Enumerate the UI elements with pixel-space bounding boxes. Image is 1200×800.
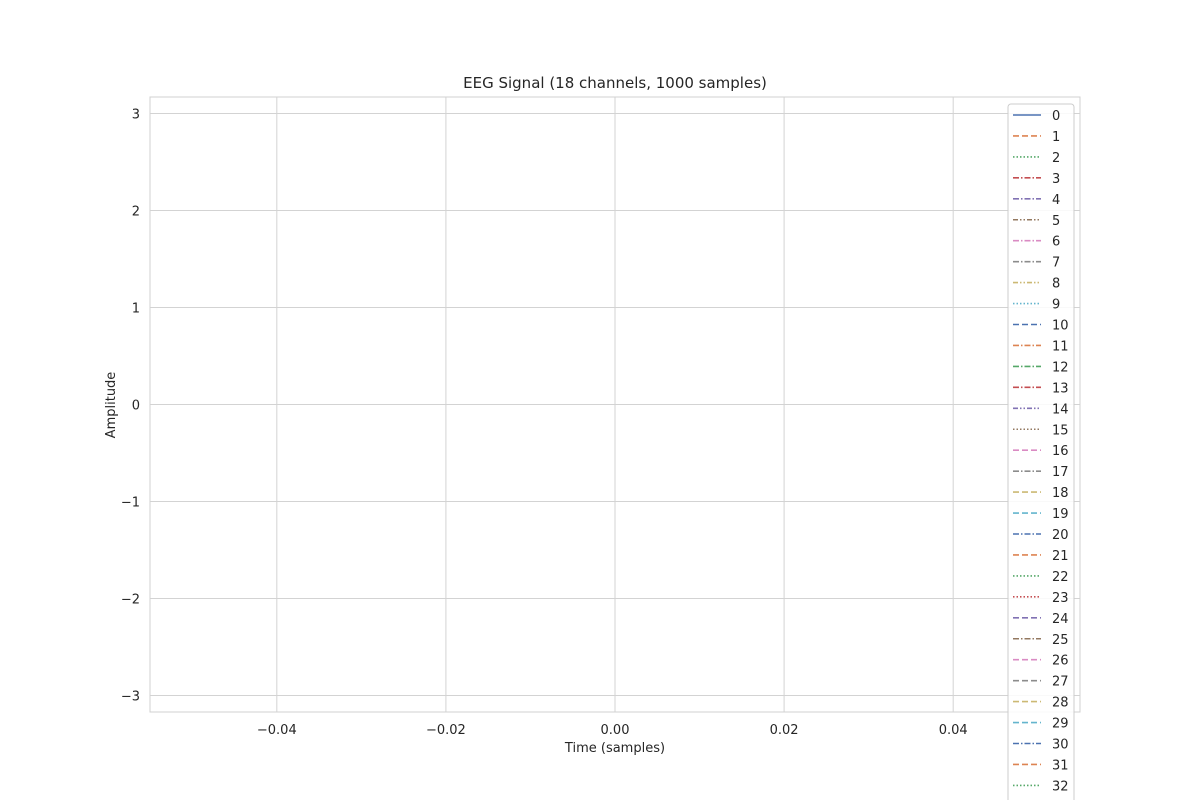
legend-item: 6 <box>1013 235 1060 250</box>
legend-label: 11 <box>1052 339 1069 354</box>
legend-label: 14 <box>1052 402 1069 417</box>
y-axis-label: Amplitude <box>104 372 119 439</box>
legend-label: 12 <box>1052 360 1069 375</box>
legend-item: 17 <box>1013 465 1069 480</box>
y-tick-label: 0 <box>132 399 140 414</box>
legend-item: 4 <box>1013 193 1060 208</box>
legend-item: 8 <box>1013 277 1060 292</box>
legend-label: 26 <box>1052 654 1069 669</box>
legend-label: 1 <box>1052 130 1060 145</box>
legend-label: 18 <box>1052 486 1069 501</box>
x-tick-label: 0.04 <box>939 723 968 738</box>
x-tick-label: −0.04 <box>257 723 297 738</box>
legend-item: 19 <box>1013 507 1069 522</box>
x-axis-label: Time (samples) <box>564 741 665 756</box>
legend-label: 21 <box>1052 549 1069 564</box>
legend-label: 2 <box>1052 151 1060 166</box>
legend-item: 1 <box>1013 130 1060 145</box>
legend-label: 4 <box>1052 193 1060 208</box>
x-tick-label: 0.02 <box>770 723 799 738</box>
legend-label: 5 <box>1052 214 1060 229</box>
legend-label: 3 <box>1052 172 1060 187</box>
legend-item: 29 <box>1013 717 1069 732</box>
legend-label: 7 <box>1052 256 1060 271</box>
legend-item: 9 <box>1013 298 1060 313</box>
x-tick-label: 0.00 <box>601 723 630 738</box>
legend-item: 21 <box>1013 549 1069 564</box>
legend-item: 30 <box>1013 738 1069 753</box>
legend-item: 18 <box>1013 486 1069 501</box>
legend-item: 12 <box>1013 360 1069 375</box>
legend-item: 15 <box>1013 423 1069 438</box>
legend-item: 10 <box>1013 319 1069 334</box>
legend-label: 30 <box>1052 738 1069 753</box>
legend-item: 27 <box>1013 675 1069 690</box>
legend-label: 29 <box>1052 717 1069 732</box>
legend-label: 27 <box>1052 675 1069 690</box>
grid <box>150 97 1080 712</box>
x-axis: −0.04 −0.02 0.00 0.02 0.04 <box>257 723 968 738</box>
legend-item: 22 <box>1013 570 1069 585</box>
legend-item: 13 <box>1013 381 1069 396</box>
legend-label: 19 <box>1052 507 1069 522</box>
legend-label: 0 <box>1052 109 1060 124</box>
y-tick-label: −3 <box>121 690 140 705</box>
y-tick-label: −1 <box>121 496 140 511</box>
legend-item: 31 <box>1013 758 1069 773</box>
legend-label: 32 <box>1052 779 1069 794</box>
legend-label: 9 <box>1052 298 1060 313</box>
legend-item: 7 <box>1013 256 1060 271</box>
legend-item: 23 <box>1013 591 1069 606</box>
legend-item: 26 <box>1013 654 1069 669</box>
legend-item: 28 <box>1013 696 1069 711</box>
legend-label: 22 <box>1052 570 1069 585</box>
legend-item: 24 <box>1013 612 1069 627</box>
legend-label: 16 <box>1052 444 1069 459</box>
legend-item: 5 <box>1013 214 1060 229</box>
legend-label: 8 <box>1052 277 1060 292</box>
y-tick-label: 2 <box>132 204 140 219</box>
chart-title: EEG Signal (18 channels, 1000 samples) <box>463 74 767 92</box>
legend-item: 14 <box>1013 402 1069 417</box>
y-tick-label: 3 <box>132 107 140 122</box>
legend-item: 11 <box>1013 339 1069 354</box>
legend-item: 3 <box>1013 172 1060 187</box>
legend-label: 25 <box>1052 633 1069 648</box>
legend-label: 13 <box>1052 381 1069 396</box>
legend: 0123456789101112131415161718192021222324… <box>1007 103 1075 800</box>
legend-item: 20 <box>1013 528 1069 543</box>
y-axis: 3 2 1 0 −1 −2 −3 <box>121 107 140 704</box>
legend-label: 20 <box>1052 528 1069 543</box>
legend-label: 10 <box>1052 319 1069 334</box>
legend-item: 0 <box>1013 109 1060 124</box>
y-tick-label: −2 <box>121 593 140 608</box>
legend-label: 23 <box>1052 591 1069 606</box>
legend-label: 17 <box>1052 465 1069 480</box>
y-tick-label: 1 <box>132 301 140 316</box>
legend-label: 31 <box>1052 758 1069 773</box>
legend-box <box>1007 103 1075 800</box>
legend-item: 25 <box>1013 633 1069 648</box>
legend-item: 16 <box>1013 444 1069 459</box>
legend-item: 32 <box>1013 779 1069 794</box>
legend-label: 15 <box>1052 423 1069 438</box>
legend-item: 2 <box>1013 151 1060 166</box>
legend-label: 6 <box>1052 235 1060 250</box>
x-tick-label: −0.02 <box>426 723 466 738</box>
legend-label: 28 <box>1052 696 1069 711</box>
legend-label: 24 <box>1052 612 1069 627</box>
